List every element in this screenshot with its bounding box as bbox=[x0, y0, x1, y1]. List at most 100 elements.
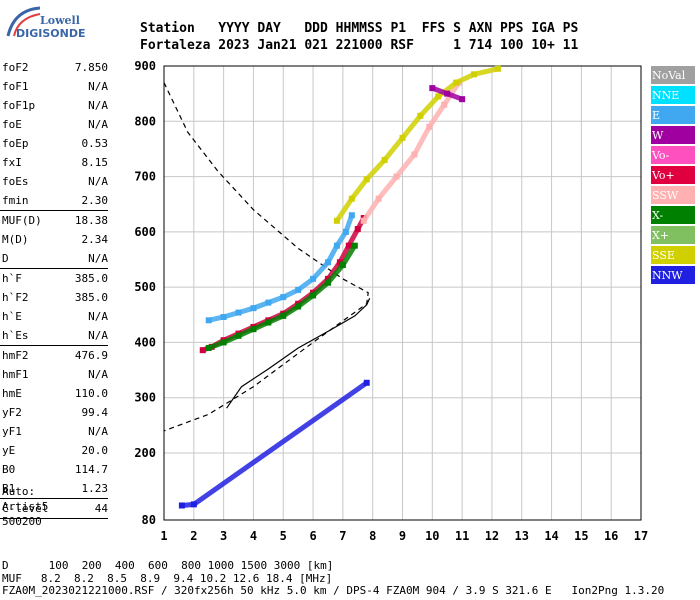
param-value: 2.34 bbox=[81, 233, 109, 246]
x-tick-label: 15 bbox=[574, 529, 588, 543]
param-row: D N/A bbox=[0, 249, 112, 268]
param-row: hmF2 476.9 bbox=[0, 346, 112, 365]
param-name: fmin bbox=[2, 194, 29, 207]
echo-trace bbox=[206, 212, 355, 323]
param-name: yF2 bbox=[2, 406, 22, 419]
distance-row-values: 100 200 400 600 800 1000 1500 3000 [km] bbox=[48, 559, 334, 572]
station-header: Station YYYY DAY DDD HHMMSS P1 FFS S AXN… bbox=[140, 20, 578, 54]
param-separator bbox=[0, 518, 108, 519]
param-name: D bbox=[2, 252, 9, 265]
param-value: N/A bbox=[88, 368, 108, 381]
header-row-values: Fortaleza 2023 Jan21 021 221000 RSF 1 71… bbox=[140, 38, 579, 53]
param-value: 18.38 bbox=[74, 214, 108, 227]
x-tick-label: 7 bbox=[339, 529, 346, 543]
param-separator bbox=[0, 498, 108, 499]
param-name: hmF2 bbox=[2, 349, 29, 362]
legend-item: X- bbox=[651, 206, 695, 226]
param-value: N/A bbox=[88, 425, 108, 438]
param-name: h`E bbox=[2, 310, 22, 323]
echo-trace bbox=[334, 66, 501, 224]
param-value: 385.0 bbox=[74, 291, 108, 304]
param-value: 385.0 bbox=[74, 272, 108, 285]
param-value: 8.15 bbox=[81, 156, 109, 169]
legend-item: SSE bbox=[651, 246, 695, 266]
y-tick-label: 600 bbox=[134, 225, 156, 239]
y-tick-label: 80 bbox=[142, 513, 156, 527]
param-value: 2.30 bbox=[81, 194, 109, 207]
param-name: foEs bbox=[2, 175, 29, 188]
x-tick-label: 13 bbox=[515, 529, 529, 543]
param-row: fmin 2.30 bbox=[0, 191, 112, 210]
param-value: 99.4 bbox=[81, 406, 109, 419]
x-tick-label: 4 bbox=[250, 529, 257, 543]
param-value: 20.0 bbox=[81, 444, 109, 457]
legend-item: X+ bbox=[651, 226, 695, 246]
auto-program: Artist5 bbox=[2, 500, 49, 513]
legend-item: NNW bbox=[651, 266, 695, 286]
profile-solid-curve bbox=[226, 297, 371, 409]
scaled-parameters-panel: foF2 7.850 foF1 N/A foF1p N/A foE N/A foEp 0.53 fx… bbox=[0, 58, 112, 519]
x-tick-label: 8 bbox=[369, 529, 376, 543]
param-name: B0 bbox=[2, 463, 16, 476]
param-name: MUF(D) bbox=[2, 214, 42, 227]
param-row: MUF(D) 18.38 bbox=[0, 211, 112, 230]
param-name: hmF1 bbox=[2, 368, 29, 381]
param-value: N/A bbox=[88, 310, 108, 323]
param-name: h`F bbox=[2, 272, 22, 285]
header-row-labels: Station YYYY DAY DDD HHMMSS P1 FFS S AXN… bbox=[140, 21, 579, 36]
profile-dashed-curve bbox=[163, 82, 369, 432]
x-tick-label: 2 bbox=[190, 529, 197, 543]
param-value: N/A bbox=[88, 99, 108, 112]
param-value: N/A bbox=[88, 175, 108, 188]
logo-line-1: Lowell bbox=[40, 14, 80, 27]
param-row: h`E N/A bbox=[0, 307, 112, 326]
param-row: C-level 44 bbox=[0, 499, 112, 518]
param-name: B1 bbox=[2, 482, 16, 495]
param-name: foE bbox=[2, 118, 22, 131]
y-tick-label: 200 bbox=[134, 446, 156, 460]
param-value: N/A bbox=[88, 329, 108, 342]
param-name: foF1p bbox=[2, 99, 36, 112]
x-tick-label: 9 bbox=[399, 529, 406, 543]
x-tick-label: 14 bbox=[544, 529, 558, 543]
param-row: M(D) 2.34 bbox=[0, 230, 112, 249]
param-value: 0.53 bbox=[81, 137, 109, 150]
auto-label: Auto: bbox=[2, 485, 36, 498]
legend-item: NNE bbox=[651, 86, 695, 106]
file-footer: FZA0M_2023021221000.RSF / 320fx256h 50 k… bbox=[2, 584, 665, 597]
auto-code: 500200 bbox=[2, 515, 42, 528]
x-tick-label: 6 bbox=[309, 529, 316, 543]
param-name: yF1 bbox=[2, 425, 22, 438]
param-value: 110.0 bbox=[74, 387, 108, 400]
y-tick-label: 400 bbox=[134, 335, 156, 349]
legend-item: E bbox=[651, 106, 695, 126]
param-row: yE 20.0 bbox=[0, 441, 112, 460]
legend-item: SSW bbox=[651, 186, 695, 206]
param-row: foE N/A bbox=[0, 115, 112, 134]
lowell-digisonde-logo: Lowell DIGISONDE bbox=[4, 6, 85, 46]
x-tick-label: 11 bbox=[455, 529, 469, 543]
param-value: 476.9 bbox=[74, 349, 108, 362]
legend-item: NoVal bbox=[651, 66, 695, 86]
param-row: foF1 N/A bbox=[0, 77, 112, 96]
param-name: yE bbox=[2, 444, 16, 457]
y-tick-label: 700 bbox=[134, 170, 156, 184]
autoscaling-info: Auto: Artist5 500200 bbox=[2, 484, 48, 529]
param-row: yF2 99.4 bbox=[0, 403, 112, 422]
y-tick-label: 800 bbox=[134, 114, 156, 128]
param-row: h`Es N/A bbox=[0, 326, 112, 345]
param-row: fxI 8.15 bbox=[0, 153, 112, 172]
y-tick-label: 900 bbox=[134, 59, 156, 73]
polarization-legend: NoVal NNE E W Vo- Vo+ SSW X- X+ SSE NNW bbox=[651, 66, 695, 286]
echo-trace bbox=[429, 85, 465, 102]
param-name: C-level bbox=[2, 502, 49, 515]
param-row: h`F 385.0 bbox=[0, 269, 112, 288]
param-row: yF1 N/A bbox=[0, 422, 112, 441]
muf-table-and-footer: D 100 200 400 600 800 1000 1500 3000 [km]… bbox=[2, 559, 665, 598]
param-row: hmF1 N/A bbox=[0, 365, 112, 384]
x-tick-label: 17 bbox=[634, 529, 648, 543]
param-value: 7.850 bbox=[74, 61, 108, 74]
x-tick-label: 5 bbox=[280, 529, 287, 543]
param-value: 44 bbox=[94, 502, 108, 515]
